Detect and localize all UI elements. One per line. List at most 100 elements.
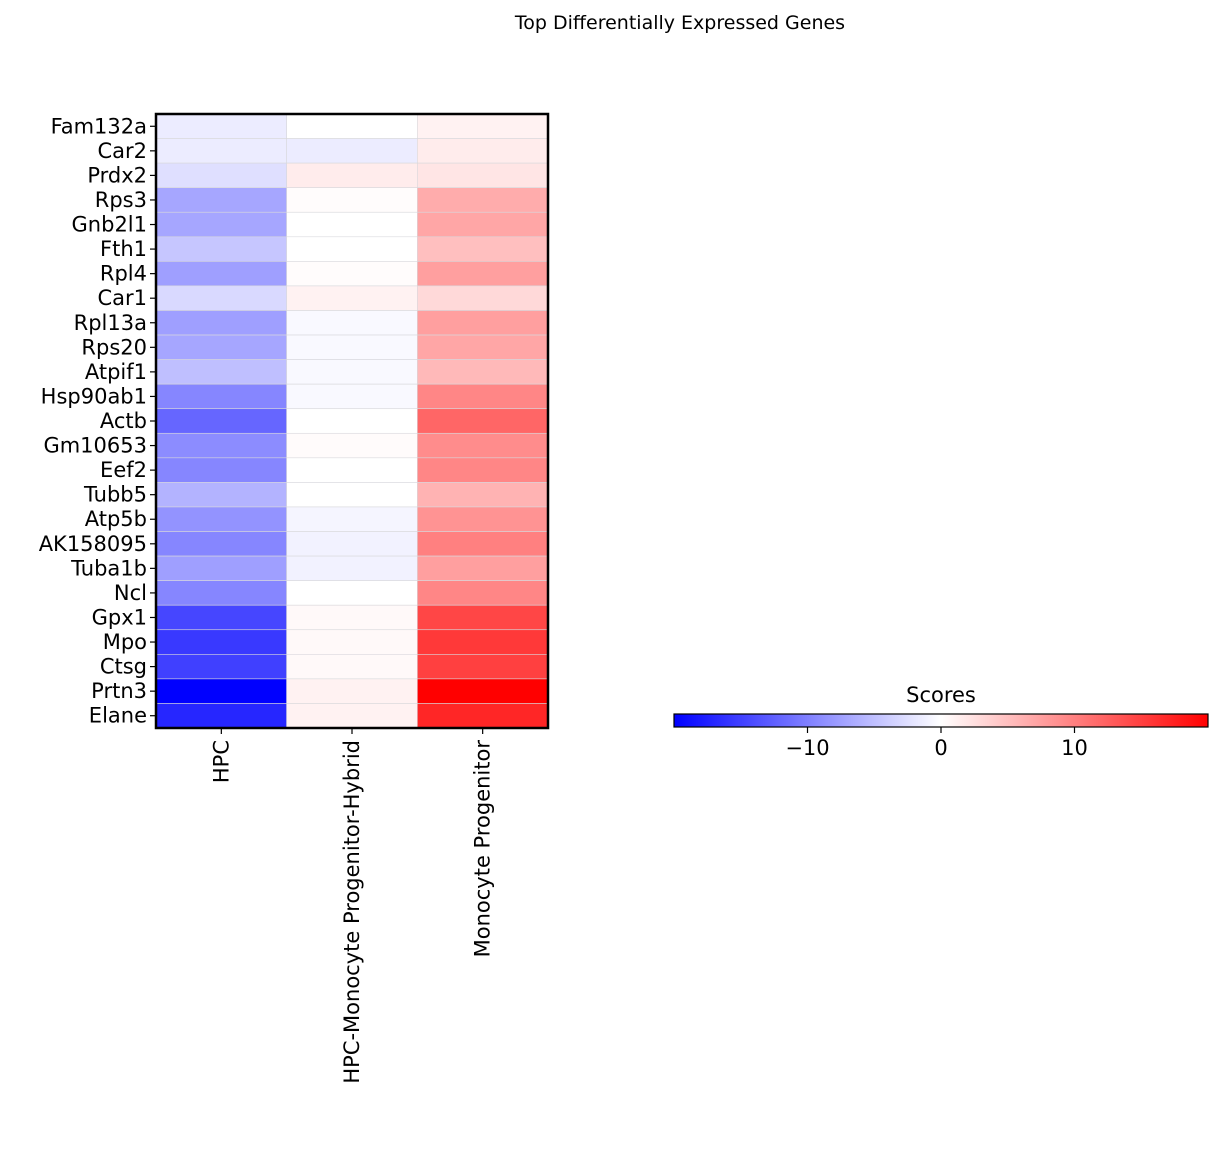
heatmap-cell bbox=[155, 457, 287, 483]
heatmap-cell bbox=[155, 432, 287, 459]
heatmap-cell bbox=[417, 629, 549, 655]
heatmap-cell bbox=[417, 432, 549, 459]
heatmap-cell bbox=[286, 261, 418, 287]
heatmap-cell bbox=[286, 531, 418, 557]
heatmap-cell bbox=[286, 383, 418, 410]
colorbar-ticks: −10 0 10 bbox=[785, 727, 1088, 760]
colorbar-tick-label: 10 bbox=[1061, 736, 1088, 760]
row-label: Tubb5 bbox=[83, 483, 147, 507]
heatmap-cell bbox=[155, 359, 287, 385]
row-label: Hsp90ab1 bbox=[41, 384, 147, 408]
row-label: Car2 bbox=[97, 139, 147, 163]
heatmap-cell bbox=[155, 334, 287, 360]
heatmap-cells bbox=[155, 113, 549, 729]
row-label: Fam132a bbox=[51, 114, 147, 138]
heatmap-cell bbox=[417, 285, 549, 311]
heatmap-cell bbox=[417, 138, 549, 164]
heatmap-cell bbox=[155, 285, 287, 311]
heatmap-cell bbox=[417, 604, 549, 631]
heatmap-cell bbox=[155, 162, 287, 188]
heatmap-cell bbox=[417, 113, 549, 139]
heatmap-cell bbox=[286, 310, 418, 336]
heatmap-cell bbox=[417, 162, 549, 188]
heatmap-cell bbox=[155, 678, 287, 704]
row-label: Actb bbox=[100, 409, 147, 433]
row-label: Ctsg bbox=[100, 655, 147, 679]
column-labels: HPC HPC-Monocyte Progenitor-Hybrid Monocyt… bbox=[209, 728, 495, 1084]
heatmap-cell bbox=[155, 261, 287, 287]
row-label: Elane bbox=[89, 704, 147, 728]
row-label: Atpif1 bbox=[85, 360, 147, 384]
row-label: Rps20 bbox=[81, 335, 147, 359]
heatmap-cell bbox=[417, 310, 549, 336]
heatmap-cell bbox=[417, 654, 549, 680]
heatmap-cell bbox=[155, 506, 287, 532]
heatmap-cell bbox=[417, 408, 549, 434]
heatmap-cell bbox=[155, 482, 287, 508]
column-label: HPC bbox=[209, 740, 233, 783]
row-label: Mpo bbox=[103, 630, 147, 654]
row-label: Atp5b bbox=[85, 507, 147, 531]
heatmap-cell bbox=[286, 654, 418, 680]
heatmap-cell bbox=[286, 703, 418, 729]
heatmap-cell bbox=[155, 654, 287, 680]
heatmap-cell bbox=[417, 555, 549, 581]
row-label: Rps3 bbox=[95, 188, 147, 212]
heatmap-cell bbox=[417, 531, 549, 557]
heatmap-cell bbox=[155, 604, 287, 631]
heatmap-cell bbox=[286, 138, 418, 164]
heatmap-cell bbox=[286, 211, 418, 238]
heatmap-cell bbox=[155, 531, 287, 557]
heatmap-cell bbox=[155, 703, 287, 729]
heatmap-cell bbox=[286, 113, 418, 139]
heatmap-cell bbox=[286, 334, 418, 360]
heatmap-cell bbox=[417, 383, 549, 410]
heatmap-cell bbox=[417, 187, 549, 213]
heatmap-cell bbox=[286, 162, 418, 188]
row-label: Car1 bbox=[97, 286, 147, 310]
heatmap-cell bbox=[417, 703, 549, 729]
heatmap-cell bbox=[417, 457, 549, 483]
heatmap-cell bbox=[286, 457, 418, 483]
heatmap-cell bbox=[155, 138, 287, 164]
heatmap-cell bbox=[286, 506, 418, 532]
heatmap-cell bbox=[155, 211, 287, 238]
heatmap-cell bbox=[155, 383, 287, 410]
heatmap-cell bbox=[286, 580, 418, 606]
row-label: Gpx1 bbox=[92, 605, 147, 629]
row-label: Fth1 bbox=[100, 237, 147, 261]
heatmap-cell bbox=[286, 236, 418, 262]
heatmap-cell bbox=[286, 629, 418, 655]
row-label: Prdx2 bbox=[87, 163, 147, 187]
heatmap-cell bbox=[286, 285, 418, 311]
row-label: Rpl13a bbox=[74, 311, 147, 335]
heatmap-cell bbox=[417, 580, 549, 606]
heatmap-cell bbox=[417, 506, 549, 532]
heatmap-cell bbox=[155, 187, 287, 213]
row-label: Gm10653 bbox=[43, 434, 147, 458]
row-label: Prtn3 bbox=[91, 679, 147, 703]
heatmap-cell bbox=[286, 555, 418, 581]
row-label: Eef2 bbox=[100, 458, 147, 482]
heatmap-cell bbox=[155, 310, 287, 336]
heatmap-cell bbox=[286, 678, 418, 704]
heatmap-cell bbox=[286, 604, 418, 631]
heatmap-cell bbox=[417, 359, 549, 385]
heatmap-cell bbox=[155, 629, 287, 655]
row-label: Tuba1b bbox=[70, 556, 147, 580]
row-label: Rpl4 bbox=[100, 262, 147, 286]
row-label: Gnb2l1 bbox=[72, 213, 147, 237]
row-label: AK158095 bbox=[39, 532, 147, 556]
heatmap-cell bbox=[155, 580, 287, 606]
heatmap-cell bbox=[286, 432, 418, 459]
heatmap-cell bbox=[155, 555, 287, 581]
row-labels: Fam132aCar2Prdx2Rps3Gnb2l1Fth1Rpl4Car1Rp… bbox=[39, 114, 156, 728]
heatmap-cell bbox=[417, 236, 549, 262]
colorbar bbox=[673, 713, 1209, 728]
heatmap-cell bbox=[155, 113, 287, 139]
colorbar-tick-label: 0 bbox=[934, 736, 947, 760]
heatmap-cell bbox=[155, 236, 287, 262]
heatmap-cell bbox=[286, 187, 418, 213]
